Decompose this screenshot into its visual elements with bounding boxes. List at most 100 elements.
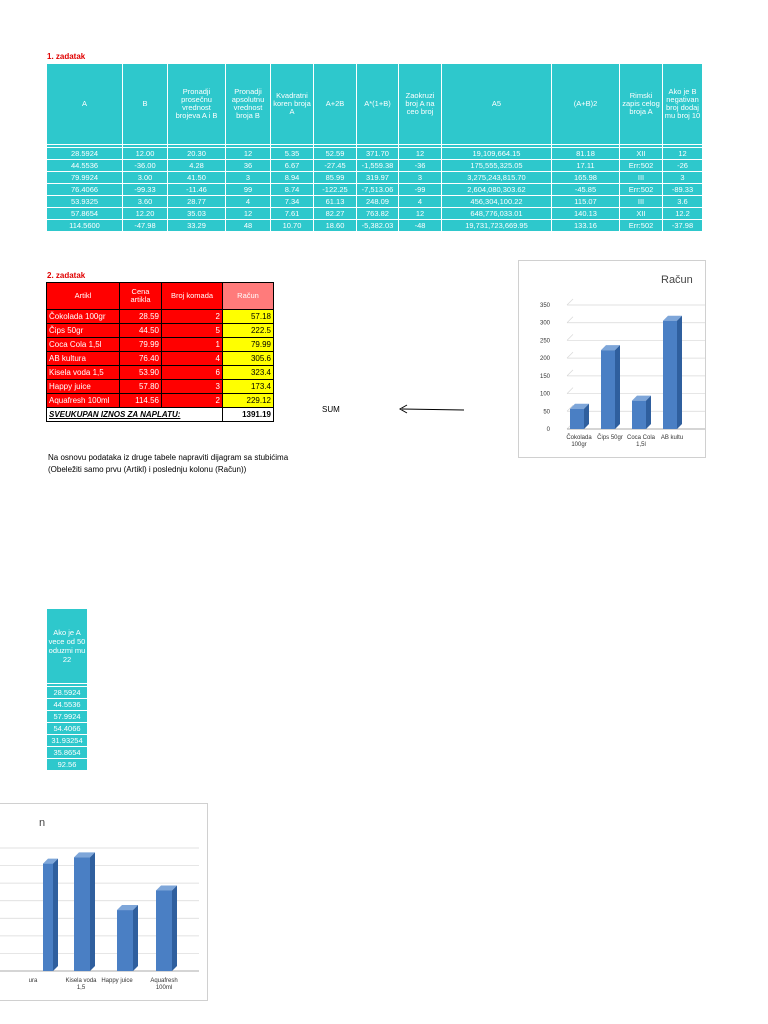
task1-cell[interactable]: 7.61 bbox=[270, 207, 314, 220]
task2-cell[interactable]: 323.4 bbox=[222, 365, 274, 380]
task1-cell[interactable]: -37.98 bbox=[662, 219, 703, 232]
task1-cell[interactable]: 165.98 bbox=[551, 171, 620, 184]
task1-cell[interactable]: 140.13 bbox=[551, 207, 620, 220]
task1-cell[interactable]: 4 bbox=[225, 195, 271, 208]
task2-cell[interactable]: 79.99 bbox=[119, 337, 162, 352]
bar[interactable] bbox=[43, 863, 53, 971]
task1-cell[interactable]: 33.29 bbox=[167, 219, 226, 232]
task2-cell[interactable]: 229.12 bbox=[222, 393, 274, 408]
task2-cell[interactable]: AB kultura bbox=[46, 351, 120, 366]
task1-cell[interactable]: -11.46 bbox=[167, 183, 226, 196]
task2-cell[interactable]: 222.5 bbox=[222, 323, 274, 338]
task1-cell[interactable]: -36.00 bbox=[122, 159, 168, 172]
task1-cell[interactable]: 48 bbox=[225, 219, 271, 232]
task1-cell[interactable]: 82.27 bbox=[313, 207, 357, 220]
task1-cell[interactable]: Err:502 bbox=[619, 183, 663, 196]
task1-cell[interactable]: 12 bbox=[398, 147, 442, 160]
task2-cell[interactable]: 3 bbox=[161, 379, 223, 394]
task1-cell[interactable]: 12 bbox=[225, 207, 271, 220]
task1-cell[interactable]: 53.9325 bbox=[46, 195, 123, 208]
task1-cell[interactable]: XII bbox=[619, 207, 663, 220]
task1-cell[interactable]: 76.4066 bbox=[46, 183, 123, 196]
chart-racun-page2[interactable]: n ura Kisela voda 1,5 Happy juice Aquafresh 10… bbox=[0, 803, 208, 1001]
task1-cell[interactable]: 248.09 bbox=[356, 195, 399, 208]
task1-cell[interactable]: 2,604,080,303.62 bbox=[441, 183, 552, 196]
task1-cell[interactable]: XII bbox=[619, 147, 663, 160]
task3-cell[interactable]: 57.9924 bbox=[46, 710, 88, 723]
task1-cell[interactable]: Err:502 bbox=[619, 159, 663, 172]
task3-cell[interactable]: 92.56 bbox=[46, 758, 88, 771]
task2-cell[interactable]: 5 bbox=[161, 323, 223, 338]
task1-cell[interactable]: -122.25 bbox=[313, 183, 357, 196]
task1-cell[interactable]: 4.28 bbox=[167, 159, 226, 172]
task1-cell[interactable]: 12.20 bbox=[122, 207, 168, 220]
task1-cell[interactable]: -26 bbox=[662, 159, 703, 172]
bar[interactable] bbox=[117, 910, 133, 971]
task1-cell[interactable]: -89.33 bbox=[662, 183, 703, 196]
task1-cell[interactable]: 36 bbox=[225, 159, 271, 172]
task1-cell[interactable]: 19,109,664.15 bbox=[441, 147, 552, 160]
task1-cell[interactable]: 18.60 bbox=[313, 219, 357, 232]
task1-cell[interactable]: -36 bbox=[398, 159, 442, 172]
task1-cell[interactable]: 20.30 bbox=[167, 147, 226, 160]
task1-cell[interactable]: 133.16 bbox=[551, 219, 620, 232]
task2-cell[interactable]: 6 bbox=[161, 365, 223, 380]
task1-cell[interactable]: 28.5924 bbox=[46, 147, 123, 160]
task1-cell[interactable]: 10.70 bbox=[270, 219, 314, 232]
task1-cell[interactable]: 5.35 bbox=[270, 147, 314, 160]
task1-cell[interactable]: 8.94 bbox=[270, 171, 314, 184]
task2-cell[interactable]: 2 bbox=[161, 309, 223, 324]
task1-cell[interactable]: 61.13 bbox=[313, 195, 357, 208]
task1-cell[interactable]: 12.00 bbox=[122, 147, 168, 160]
task1-cell[interactable]: 28.77 bbox=[167, 195, 226, 208]
task1-cell[interactable]: 175,555,325.05 bbox=[441, 159, 552, 172]
bar[interactable] bbox=[570, 408, 584, 429]
total-value[interactable]: 1391.19 bbox=[222, 407, 274, 422]
task1-cell[interactable]: 57.8654 bbox=[46, 207, 123, 220]
task1-cell[interactable]: 763.82 bbox=[356, 207, 399, 220]
task1-cell[interactable]: 319.97 bbox=[356, 171, 399, 184]
task2-cell[interactable]: 76.40 bbox=[119, 351, 162, 366]
task1-cell[interactable]: 456,304,100.22 bbox=[441, 195, 552, 208]
task1-cell[interactable]: 3 bbox=[398, 171, 442, 184]
chart-racun-page1[interactable]: Račun 0 50 100 150 200 250 300 350 Čokolada 100gr Č… bbox=[518, 260, 706, 458]
task3-cell[interactable]: 31.93254 bbox=[46, 734, 88, 747]
task1-cell[interactable]: 6.67 bbox=[270, 159, 314, 172]
task2-cell[interactable]: 57.18 bbox=[222, 309, 274, 324]
task3-cell[interactable]: 44.5536 bbox=[46, 698, 88, 711]
task1-cell[interactable]: -27.45 bbox=[313, 159, 357, 172]
task1-cell[interactable]: 12 bbox=[662, 147, 703, 160]
task1-cell[interactable]: 3.6 bbox=[662, 195, 703, 208]
task1-cell[interactable]: -7,513.06 bbox=[356, 183, 399, 196]
task1-cell[interactable]: 17.11 bbox=[551, 159, 620, 172]
task1-cell[interactable]: 371.70 bbox=[356, 147, 399, 160]
task2-cell[interactable]: Kisela voda 1,5 bbox=[46, 365, 120, 380]
task2-cell[interactable]: 57.80 bbox=[119, 379, 162, 394]
task1-cell[interactable]: 99 bbox=[225, 183, 271, 196]
task2-cell[interactable]: 1 bbox=[161, 337, 223, 352]
task2-cell[interactable]: 53.90 bbox=[119, 365, 162, 380]
task1-cell[interactable]: 85.99 bbox=[313, 171, 357, 184]
task1-cell[interactable]: 52.59 bbox=[313, 147, 357, 160]
task1-cell[interactable]: 114.5600 bbox=[46, 219, 123, 232]
task1-cell[interactable]: -45.85 bbox=[551, 183, 620, 196]
task1-cell[interactable]: 3.00 bbox=[122, 171, 168, 184]
task2-cell[interactable]: Aquafresh 100ml bbox=[46, 393, 120, 408]
task3-cell[interactable]: 35.8654 bbox=[46, 746, 88, 759]
task2-cell[interactable]: 4 bbox=[161, 351, 223, 366]
bar[interactable] bbox=[601, 350, 615, 429]
task1-cell[interactable]: 44.5536 bbox=[46, 159, 123, 172]
bar[interactable] bbox=[663, 320, 677, 429]
task2-cell[interactable]: Čips 50gr bbox=[46, 323, 120, 338]
task1-cell[interactable]: 3.60 bbox=[122, 195, 168, 208]
task2-cell[interactable]: 173.4 bbox=[222, 379, 274, 394]
task1-cell[interactable]: 3,275,243,815.70 bbox=[441, 171, 552, 184]
task1-cell[interactable]: 12.2 bbox=[662, 207, 703, 220]
task1-cell[interactable]: III bbox=[619, 171, 663, 184]
task2-cell[interactable]: 44.50 bbox=[119, 323, 162, 338]
task1-cell[interactable]: -47.98 bbox=[122, 219, 168, 232]
task1-cell[interactable]: 12 bbox=[225, 147, 271, 160]
task1-cell[interactable]: 35.03 bbox=[167, 207, 226, 220]
task2-cell[interactable]: Čokolada 100gr bbox=[46, 309, 120, 324]
task3-cell[interactable]: 28.5924 bbox=[46, 686, 88, 699]
